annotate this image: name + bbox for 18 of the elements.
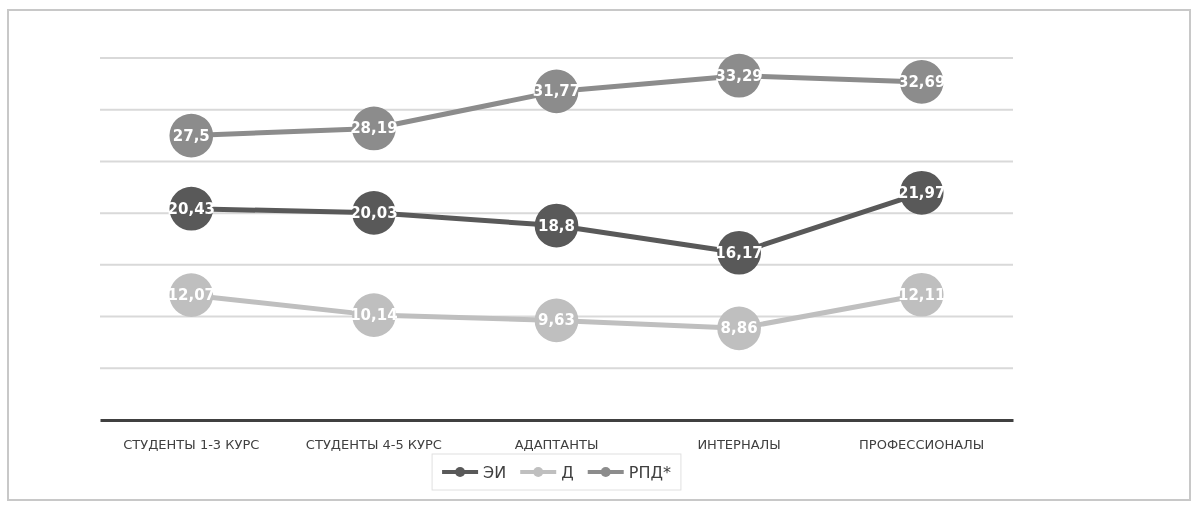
data-label: 33,29 — [715, 66, 763, 85]
data-label: 12,11 — [897, 285, 946, 304]
data-label: 18,8 — [537, 216, 576, 235]
x-tick-label: ИНТЕРНАЛЫ — [697, 437, 781, 453]
data-label: 12,07 — [167, 286, 216, 305]
x-tick-label: АДАПТАНТЫ — [514, 437, 599, 453]
legend-label: РПД* — [628, 463, 671, 482]
x-tick-label: СТУДЕНТЫ 4-5 КУРС — [305, 437, 442, 453]
x-tick-label: СТУДЕНТЫ 1-3 КУРС — [123, 437, 260, 453]
data-label: 27,5 — [172, 126, 210, 145]
data-label: 20,03 — [350, 203, 398, 222]
x-tick-label: ПРОФЕССИОНАЛЫ — [859, 437, 985, 453]
data-label: 9,63 — [537, 311, 576, 330]
data-label: 32,69 — [897, 72, 946, 91]
data-label: 10,14 — [350, 306, 398, 325]
legend-label: ЭИ — [483, 463, 507, 482]
legend-label: Д — [561, 463, 574, 482]
data-label: 8,86 — [720, 319, 758, 338]
